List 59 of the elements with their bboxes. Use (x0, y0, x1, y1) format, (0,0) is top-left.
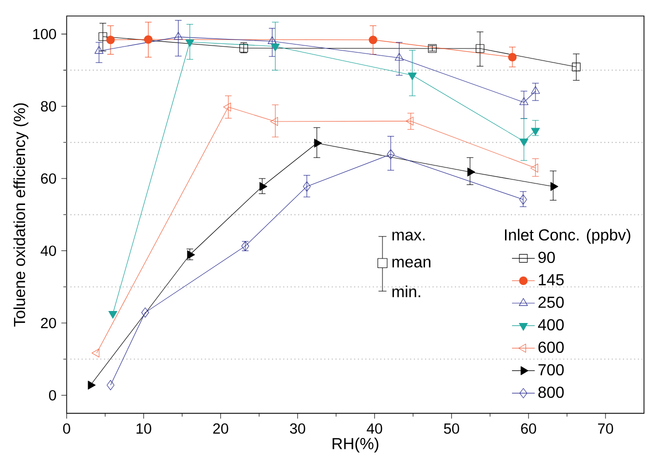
point (302, 181, 311, 192)
point (141, 307, 150, 318)
y-tick-label: 20 (41, 318, 56, 328)
point (508, 52, 517, 62)
annotation: mean (392, 258, 430, 268)
annotation: min. (392, 286, 420, 298)
point (531, 86, 540, 94)
point (408, 72, 417, 80)
point (223, 102, 231, 112)
legend-label: 250 (538, 296, 564, 308)
point (406, 116, 414, 126)
legend-label: 600 (538, 342, 564, 353)
legend-label: 800 (538, 386, 564, 398)
point (94, 46, 104, 54)
point (268, 36, 277, 44)
point (98, 32, 108, 41)
x-tick-label: 0 (63, 423, 70, 434)
y-tick-label: 40 (40, 246, 56, 256)
y-axis-title: Toluene oxidation efficiency (%) (13, 103, 28, 327)
x-tick-label: 60 (521, 423, 536, 434)
point (519, 138, 528, 146)
y-tick-label: 60 (41, 173, 56, 184)
point (572, 62, 581, 72)
point (106, 36, 115, 44)
x-tick-label: 20 (213, 423, 228, 434)
point (550, 182, 558, 191)
point (106, 380, 114, 390)
legend-label: 400 (538, 319, 564, 330)
legend-label: 90 (538, 252, 555, 264)
x-tick-label: 30 (290, 423, 306, 434)
x-tick-label: 40 (366, 423, 382, 434)
point (530, 164, 538, 172)
x-tick-label: 70 (598, 423, 614, 434)
point (270, 117, 278, 126)
y-tick-label: 0 (49, 390, 56, 400)
point (144, 35, 153, 44)
x-axis-title: RH(%) (332, 438, 378, 452)
point (314, 138, 322, 148)
point (467, 168, 476, 176)
point (394, 52, 404, 61)
annotation: max. (392, 232, 425, 240)
point (368, 36, 378, 44)
x-tick-label: 10 (136, 423, 152, 434)
point (386, 149, 395, 160)
point (92, 348, 100, 358)
point (108, 310, 118, 319)
y-tick-label: 80 (40, 101, 56, 112)
point (476, 44, 484, 53)
x-tick-label: 50 (444, 423, 460, 434)
point (270, 44, 280, 52)
legend-label: 145 (538, 274, 564, 286)
y-tick-label: 100 (33, 28, 56, 40)
point (260, 182, 268, 191)
point (519, 97, 528, 105)
legend-label: 700 (538, 364, 564, 376)
point (185, 39, 194, 48)
legend-title: Inlet Conc. (ppbv) (505, 228, 630, 244)
point (88, 380, 96, 390)
point (174, 32, 183, 40)
